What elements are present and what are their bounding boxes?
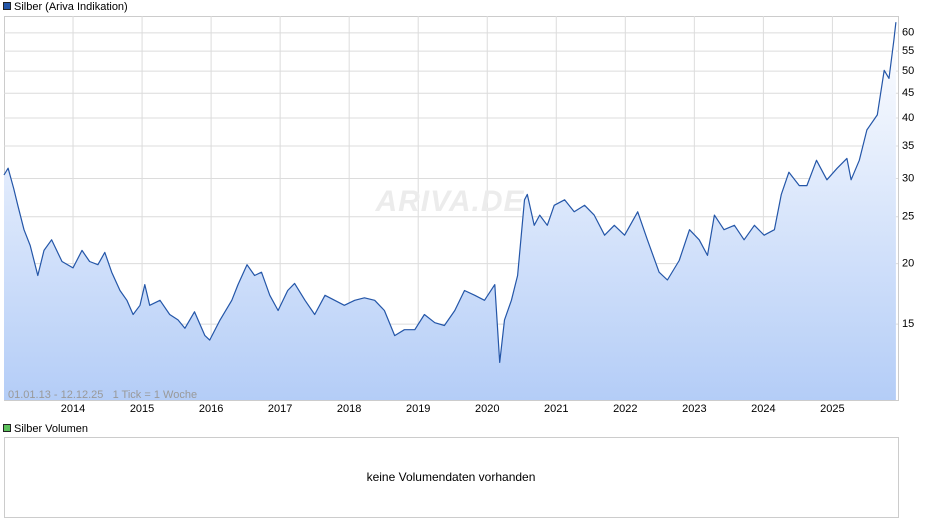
y-tick-label: 20 [902, 258, 914, 270]
volume-legend-label: Silber Volumen [14, 423, 88, 435]
y-tick-label: 30 [902, 172, 914, 184]
x-tick-label: 2022 [613, 403, 637, 415]
legend-label: Silber (Ariva Indikation) [14, 1, 128, 13]
x-tick-label: 2015 [130, 403, 154, 415]
x-tick-label: 2021 [544, 403, 568, 415]
y-tick-label: 15 [902, 318, 914, 330]
x-tick-label: 2019 [406, 403, 430, 415]
volume-legend-swatch [3, 424, 11, 432]
x-tick-label: 2014 [61, 403, 85, 415]
y-tick-label: 55 [902, 45, 914, 57]
x-tick-label: 2017 [268, 403, 292, 415]
y-tick-label: 50 [902, 65, 914, 77]
y-tick-label: 35 [902, 140, 914, 152]
x-tick-label: 2018 [337, 403, 361, 415]
watermark: ARIVA.DE [374, 185, 524, 218]
y-tick-label: 45 [902, 87, 914, 99]
price-line [3, 22, 897, 363]
x-tick-label: 2025 [820, 403, 844, 415]
area [4, 22, 896, 400]
x-tick-label: 2020 [475, 403, 499, 415]
y-tick-label: 25 [902, 211, 914, 223]
volume-panel [4, 437, 899, 518]
y-tick-label: 60 [902, 27, 914, 39]
y-tick-label: 40 [902, 112, 914, 124]
volume-message: keine Volumendaten vorhanden [367, 470, 536, 484]
annotation: 01.01.13 - 12.12.25 1 Tick = 1 Woche [8, 389, 197, 401]
x-tick-label: 2023 [682, 403, 706, 415]
x-tick-label: 2016 [199, 403, 223, 415]
legend-swatch [3, 2, 11, 10]
x-tick-label: 2024 [751, 403, 775, 415]
